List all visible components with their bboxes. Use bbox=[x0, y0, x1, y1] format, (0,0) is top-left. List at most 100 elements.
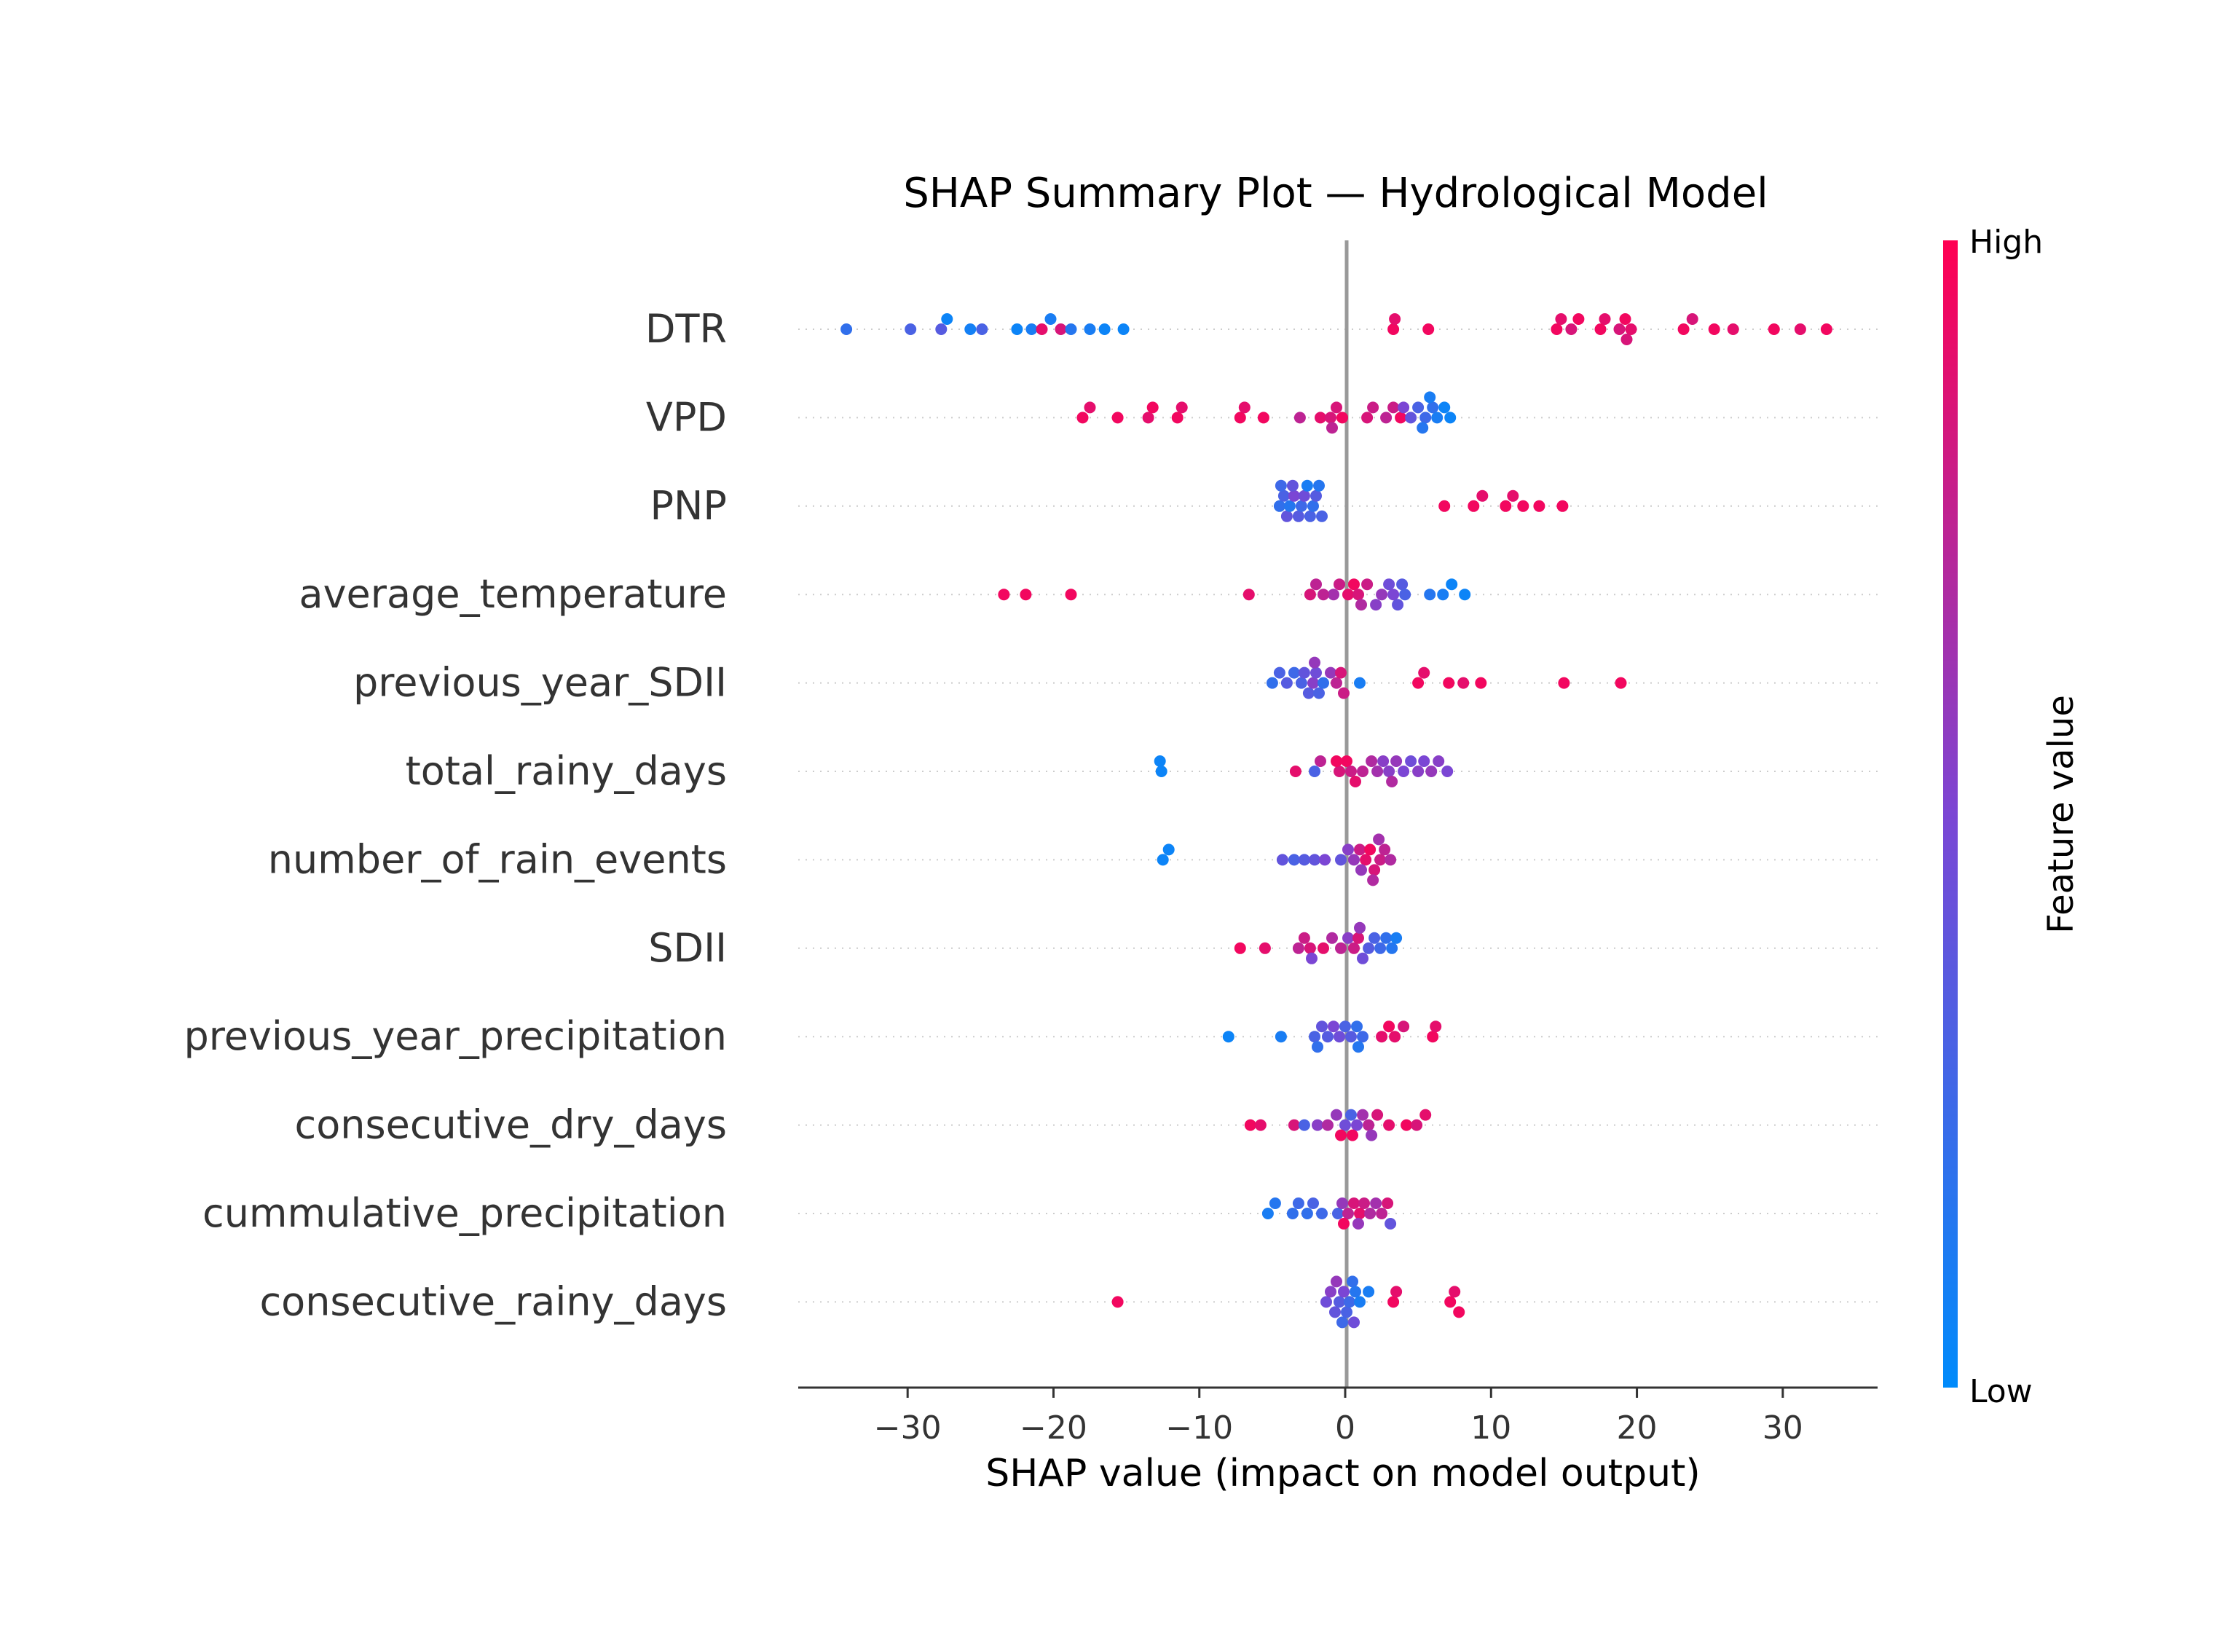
point-VPD-15 bbox=[1361, 412, 1374, 424]
point-PNP-3 bbox=[1283, 500, 1296, 512]
point-SDII-12 bbox=[1363, 942, 1375, 954]
point-DTR-31 bbox=[1727, 323, 1739, 335]
point-VPD-25 bbox=[1431, 412, 1444, 424]
point-DTR-16 bbox=[1389, 313, 1401, 325]
point-SDII-6 bbox=[1326, 932, 1338, 944]
point-cummulative_precipitation-5 bbox=[1307, 1197, 1319, 1209]
point-previous_year_SDII-6 bbox=[1302, 687, 1315, 699]
point-cummulative_precipitation-8 bbox=[1336, 1197, 1348, 1209]
point-DTR-27 bbox=[1620, 334, 1633, 345]
point-SDII-8 bbox=[1342, 932, 1354, 944]
point-previous_year_precipitation-16 bbox=[1430, 1020, 1442, 1033]
point-number_of_rain_events-9 bbox=[1348, 854, 1360, 866]
point-consecutive_dry_days-14 bbox=[1401, 1119, 1413, 1131]
point-previous_year_SDII-13 bbox=[1335, 666, 1347, 679]
point-PNP-23 bbox=[1556, 500, 1569, 512]
point-previous_year_SDII-7 bbox=[1307, 677, 1319, 689]
point-number_of_rain_events-16 bbox=[1385, 854, 1397, 866]
point-DTR-12 bbox=[1084, 323, 1096, 335]
x-axis-label: SHAP value (impact on model output) bbox=[985, 1452, 1700, 1495]
point-number_of_rain_events-6 bbox=[1319, 854, 1331, 866]
point-previous_year_SDII-3 bbox=[1288, 666, 1300, 679]
point-SDII-0 bbox=[1234, 942, 1246, 954]
point-consecutive_rainy_days-16 bbox=[1453, 1306, 1465, 1318]
point-previous_year_precipitation-9 bbox=[1351, 1020, 1363, 1033]
point-consecutive_rainy_days-1 bbox=[1320, 1296, 1332, 1308]
point-number_of_rain_events-1 bbox=[1162, 843, 1175, 856]
point-consecutive_dry_days-0 bbox=[1244, 1119, 1256, 1131]
point-VPD-16 bbox=[1367, 401, 1379, 414]
point-previous_year_SDII-5 bbox=[1298, 666, 1310, 679]
point-previous_year_SDII-12 bbox=[1331, 677, 1342, 689]
colorbar-axis-label: Feature value bbox=[2041, 695, 2082, 934]
feature-label-previous_year_SDII: previous_year_SDII bbox=[353, 660, 727, 706]
point-SDII-15 bbox=[1380, 932, 1393, 944]
point-VPD-12 bbox=[1325, 412, 1336, 424]
point-consecutive_dry_days-1 bbox=[1254, 1119, 1267, 1131]
point-consecutive_rainy_days-9 bbox=[1350, 1286, 1361, 1298]
point-DTR-17 bbox=[1422, 323, 1435, 335]
point-SDII-14 bbox=[1374, 942, 1387, 954]
point-DTR-13 bbox=[1098, 323, 1111, 335]
point-average_temperature-18 bbox=[1424, 589, 1436, 601]
point-previous_year_SDII-23 bbox=[1615, 677, 1627, 689]
point-average_temperature-3 bbox=[1242, 589, 1255, 601]
point-PNP-17 bbox=[1468, 500, 1480, 512]
point-VPD-29 bbox=[1424, 391, 1436, 404]
point-VPD-0 bbox=[1076, 412, 1089, 424]
feature-label-average_temperature: average_temperature bbox=[299, 571, 728, 617]
point-number_of_rain_events-12 bbox=[1364, 843, 1377, 856]
point-DTR-2 bbox=[935, 323, 948, 335]
point-consecutive_rainy_days-5 bbox=[1338, 1286, 1350, 1298]
point-SDII-11 bbox=[1357, 952, 1368, 964]
point-PNP-4 bbox=[1288, 489, 1300, 502]
point-previous_year_SDII-11 bbox=[1325, 666, 1336, 679]
point-PNP-7 bbox=[1298, 489, 1310, 502]
chart-title: SHAP Summary Plot — Hydrological Model bbox=[903, 170, 1768, 217]
point-total_rainy_days-19 bbox=[1425, 766, 1438, 777]
point-consecutive_rainy_days-11 bbox=[1363, 1286, 1375, 1298]
point-previous_year_precipitation-4 bbox=[1322, 1031, 1334, 1043]
point-average_temperature-22 bbox=[1318, 589, 1329, 601]
point-PNP-21 bbox=[1517, 500, 1529, 512]
point-DTR-15 bbox=[1387, 323, 1400, 335]
point-cummulative_precipitation-10 bbox=[1348, 1197, 1360, 1209]
point-average_temperature-4 bbox=[1304, 589, 1316, 601]
point-DTR-23 bbox=[1599, 313, 1611, 325]
point-VPD-8 bbox=[1238, 401, 1251, 414]
point-consecutive_dry_days-16 bbox=[1419, 1109, 1432, 1121]
point-consecutive_dry_days-7 bbox=[1339, 1119, 1351, 1131]
point-VPD-22 bbox=[1412, 401, 1425, 414]
point-SDII-3 bbox=[1298, 932, 1310, 944]
point-VPD-3 bbox=[1142, 412, 1154, 424]
point-cummulative_precipitation-16 bbox=[1382, 1197, 1394, 1209]
point-average_temperature-7 bbox=[1334, 578, 1345, 591]
point-previous_year_precipitation-12 bbox=[1383, 1020, 1395, 1033]
point-PNP-10 bbox=[1307, 500, 1319, 512]
point-VPD-24 bbox=[1427, 401, 1439, 414]
point-cummulative_precipitation-4 bbox=[1301, 1208, 1313, 1219]
x-tick-label: 10 bbox=[1470, 1409, 1511, 1447]
point-DTR-8 bbox=[1036, 323, 1048, 335]
point-DTR-19 bbox=[1555, 313, 1567, 325]
point-VPD-1 bbox=[1084, 401, 1096, 414]
point-DTR-24 bbox=[1613, 323, 1626, 335]
feature-label-total_rainy_days: total_rainy_days bbox=[406, 748, 727, 794]
point-VPD-20 bbox=[1398, 401, 1410, 414]
point-PNP-5 bbox=[1292, 510, 1304, 522]
point-VPD-4 bbox=[1146, 401, 1159, 414]
point-consecutive_rainy_days-12 bbox=[1387, 1296, 1400, 1308]
point-PNP-12 bbox=[1313, 479, 1325, 492]
point-number_of_rain_events-15 bbox=[1379, 843, 1391, 856]
point-PNP-19 bbox=[1500, 500, 1512, 512]
colorbar bbox=[1943, 240, 1958, 1388]
x-tick-label: 30 bbox=[1763, 1409, 1803, 1447]
point-consecutive_rainy_days-13 bbox=[1390, 1286, 1403, 1298]
point-cummulative_precipitation-6 bbox=[1316, 1208, 1328, 1219]
point-number_of_rain_events-5 bbox=[1309, 854, 1320, 866]
point-average_temperature-12 bbox=[1376, 589, 1388, 601]
feature-gridlines bbox=[798, 329, 1878, 1303]
point-SDII-19 bbox=[1354, 921, 1366, 934]
point-cummulative_precipitation-14 bbox=[1370, 1197, 1382, 1209]
